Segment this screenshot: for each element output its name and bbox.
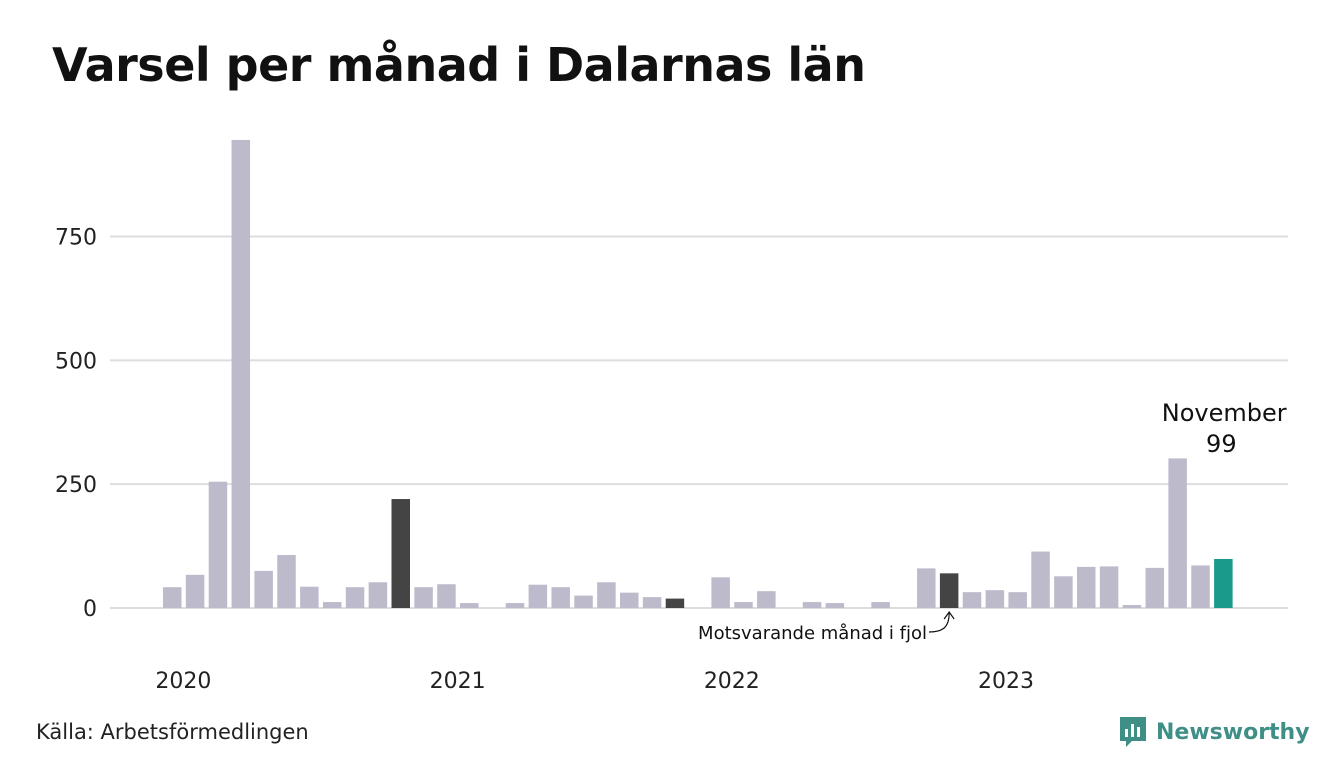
bars (163, 139, 1233, 608)
bar-2023-08 (1145, 567, 1165, 608)
bar-2021-10 (642, 597, 662, 608)
bar-2020-09 (345, 587, 365, 608)
annotations: November 99 Motsvarande månad i fjol (698, 399, 1287, 644)
bar-2020-06 (277, 555, 296, 608)
bar-2020-11 (391, 499, 410, 608)
bar-2022-05 (802, 602, 822, 608)
bar-2021-04 (505, 603, 525, 608)
bar-2023-11 (1214, 558, 1233, 608)
y-axis-ticks: 0 250 500 750 (55, 226, 97, 622)
bar-2023-02 (1008, 592, 1027, 608)
bar-2021-08 (597, 582, 616, 608)
bar-2021-07 (574, 595, 593, 608)
highlight-value-label: 99 (1206, 430, 1237, 458)
bar-2022-08 (871, 602, 890, 608)
bar-2023-06 (1099, 566, 1119, 608)
bar-2020-02 (185, 574, 205, 608)
bar-2020-03 (208, 481, 228, 608)
bar-2021-06 (551, 587, 570, 608)
bar-2023-03 (1031, 551, 1050, 608)
bar-2021-01 (437, 584, 456, 608)
newsworthy-logo-icon (1120, 717, 1146, 747)
y-tick-label: 250 (55, 473, 97, 498)
bar-2022-06 (825, 603, 845, 608)
comparison-annotation-label: Motsvarande månad i fjol (698, 623, 927, 644)
y-tick-label: 750 (55, 226, 97, 251)
bar-2023-05 (1077, 566, 1096, 608)
brand: Newsworthy (1118, 714, 1310, 750)
source-label: Källa: Arbetsförmedlingen (36, 720, 309, 744)
bar-2022-02 (734, 602, 753, 608)
bar-2023-01 (985, 590, 1005, 608)
bar-2021-02 (460, 603, 479, 608)
bar-2022-10 (917, 568, 936, 608)
x-tick-label: 2022 (704, 669, 760, 694)
brand-name: Newsworthy (1156, 719, 1310, 745)
y-tick-label: 500 (55, 349, 97, 374)
bar-2020-05 (254, 570, 273, 608)
comparison-annotation-arrow (928, 612, 950, 633)
bar-2021-05 (528, 584, 548, 608)
bar-2022-12 (962, 592, 982, 608)
bar-2023-07 (1122, 605, 1142, 608)
bar-2022-03 (757, 591, 776, 608)
bar-2020-10 (368, 582, 388, 608)
comparison-annotation-arrowhead (943, 610, 955, 620)
bar-2022-01 (711, 577, 730, 608)
bar-2020-01 (163, 587, 182, 608)
bar-2020-04 (231, 139, 251, 608)
grid-lines (110, 235, 1288, 609)
bar-2023-10 (1191, 565, 1210, 608)
bar-2023-09 (1168, 458, 1187, 608)
bar-2021-11 (665, 598, 685, 608)
highlight-month-label: November (1162, 399, 1287, 427)
bar-2021-09 (620, 592, 639, 608)
bar-2023-04 (1054, 576, 1073, 608)
x-tick-label: 2020 (155, 669, 211, 694)
bar-chart: 0 250 500 750 2020 2021 2022 2023 November 99 … (55, 139, 1288, 694)
bar-2022-11 (939, 573, 959, 608)
bar-2020-08 (322, 602, 342, 608)
x-axis-year-labels: 2020 2021 2022 2023 (155, 669, 1034, 694)
x-tick-label: 2021 (430, 669, 486, 694)
bar-2020-07 (300, 586, 319, 608)
x-tick-label: 2023 (978, 669, 1034, 694)
y-tick-label: 0 (83, 597, 97, 622)
bar-2020-12 (414, 587, 433, 608)
chart-title: Varsel per månad i Dalarnas län (52, 38, 866, 92)
